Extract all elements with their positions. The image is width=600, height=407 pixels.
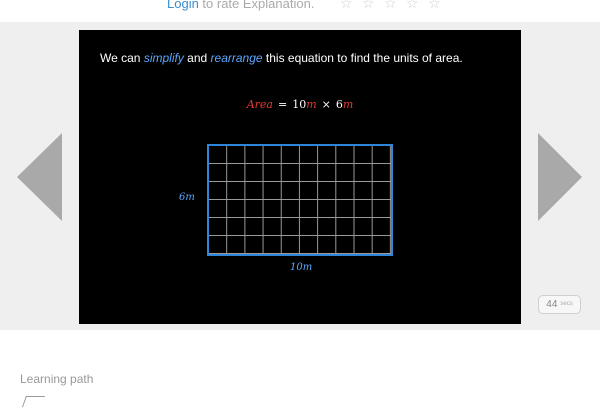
equation-times: ×: [321, 98, 331, 111]
grid-height-label: 6m: [179, 192, 195, 203]
next-slide-button[interactable]: [538, 133, 582, 221]
equation-unit-2: m: [342, 98, 354, 111]
path-icon: [21, 396, 46, 407]
equation-equals: =: [277, 98, 288, 111]
slide-caption: We can simplify and rearrange this equat…: [100, 51, 510, 65]
star-2-icon[interactable]: ☆: [362, 0, 375, 11]
login-link[interactable]: Login: [167, 0, 199, 11]
equation-unit-1: m: [306, 98, 317, 111]
star-3-icon[interactable]: ☆: [384, 0, 397, 11]
area-equation: Area = 10m × 6m: [79, 98, 521, 111]
equation-number-1: 10: [292, 98, 307, 111]
area-grid-diagram: [207, 144, 393, 256]
rate-prompt-text: to rate Explanation.: [198, 0, 315, 11]
star-5-icon[interactable]: ☆: [428, 0, 441, 11]
rate-prompt: Login to rate Explanation.: [167, 0, 314, 11]
duration-unit: secs: [560, 301, 573, 307]
caption-text-2: and: [183, 51, 211, 65]
caption-text-1: We can: [100, 51, 144, 65]
star-4-icon[interactable]: ☆: [406, 0, 419, 11]
duration-counter: 44 secs: [538, 295, 581, 314]
duration-value: 44: [546, 299, 558, 311]
rating-bar: Login to rate Explanation. ☆ ☆ ☆ ☆ ☆: [0, 0, 600, 22]
grid-width-label: 10m: [290, 262, 313, 273]
caption-word-simplify: simplify: [143, 51, 184, 65]
explanation-slide: We can simplify and rearrange this equat…: [79, 30, 521, 324]
equation-number-2: 6: [335, 98, 343, 111]
caption-text-3: this equation to find the units of area.: [262, 51, 463, 65]
learning-path-heading: Learning path: [20, 372, 94, 386]
equation-lhs: Area: [246, 98, 273, 111]
star-1-icon[interactable]: ☆: [340, 0, 353, 11]
caption-word-rearrange: rearrange: [210, 51, 263, 65]
rating-stars: ☆ ☆ ☆ ☆ ☆: [340, 0, 446, 13]
slide-viewer: We can simplify and rearrange this equat…: [0, 22, 600, 330]
previous-slide-button[interactable]: [17, 133, 62, 221]
